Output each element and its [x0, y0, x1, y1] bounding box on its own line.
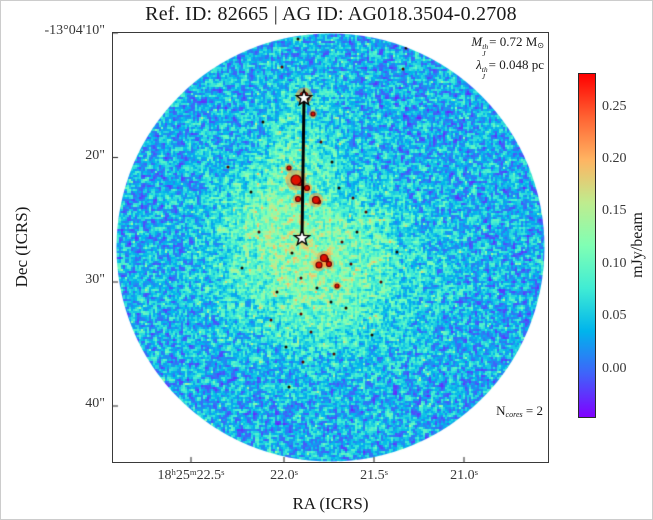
plot-title: Ref. ID: 82665 | AG ID: AG018.3504-0.270…	[145, 3, 517, 25]
sky-map-canvas	[113, 33, 548, 462]
x-tick-label: 21.5s	[360, 467, 388, 483]
colorbar-tick-label: 0.15	[602, 203, 627, 219]
colorbar-tick-label: 0.10	[602, 255, 627, 271]
x-tick-label: 22.0s	[270, 467, 298, 483]
y-axis-label: Dec (ICRS)	[12, 206, 31, 288]
colorbar-tick-label: 0.05	[602, 308, 627, 324]
x-axis-label: RA (ICRS)	[292, 494, 369, 513]
y-tick-label: 20"	[85, 147, 105, 163]
y-tick-label: 30"	[85, 272, 105, 287]
jeans-length-value: λ th J = 0.048 pc	[476, 56, 544, 81]
colorbar-tick-label: 0.25	[602, 98, 627, 114]
sky-map-axes	[112, 32, 549, 463]
x-tick-label: 18h25m22.5s	[157, 467, 225, 483]
colorbar-label: mJy/beam	[629, 212, 646, 278]
colorbar-tick-label: 0.00	[602, 360, 627, 376]
x-tick-label: 21.0s	[450, 467, 478, 483]
n-cores-annotation: Ncores = 2	[496, 403, 543, 419]
y-tick-label: 40"	[85, 396, 105, 411]
colorbar-gradient	[578, 73, 596, 418]
colorbar-tick-label: 0.20	[602, 150, 627, 166]
y-tick-label: -13°04'10"	[44, 23, 106, 38]
